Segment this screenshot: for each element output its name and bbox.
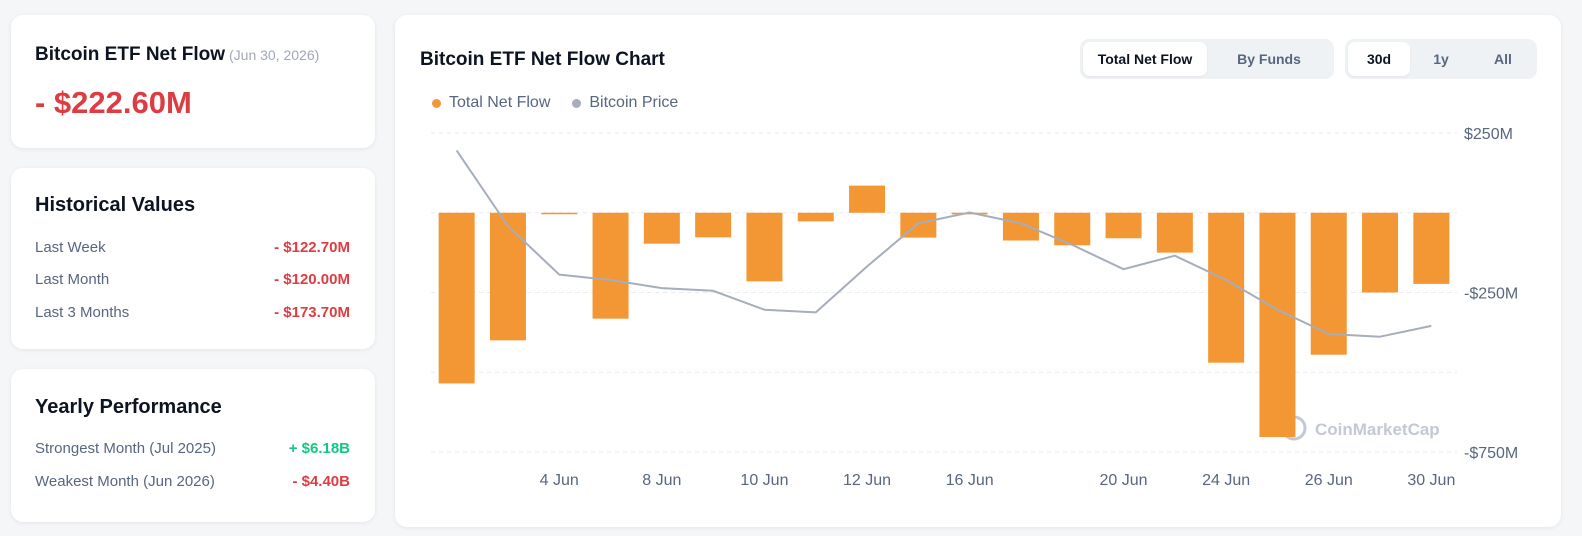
chart-title: Bitcoin ETF Net Flow Chart xyxy=(420,49,665,70)
historical-row-value: - $122.70M xyxy=(274,239,350,256)
net-flow-chart: $250M -$250M -$750M CoinMarketCap 4 Jun 8 Jun… xyxy=(431,126,1518,489)
historical-row-label: Last Month xyxy=(35,271,110,288)
net-flow-chart-card: Bitcoin ETF Net Flow Chart Total Net Flo… xyxy=(395,15,1561,527)
legend-item-bitcoin-price[interactable]: Bitcoin Price xyxy=(572,94,678,112)
x-tick-label: 26 Jun xyxy=(1305,472,1353,489)
net-flow-bar xyxy=(1259,212,1296,438)
yearly-row-label-text: Strongest Month xyxy=(35,440,146,457)
x-tick-label: 8 Jun xyxy=(642,472,681,489)
yearly-row-period: (Jun 2026) xyxy=(143,473,215,490)
historical-row-label: Last Week xyxy=(35,239,106,256)
net-flow-title-text: Bitcoin ETF Net Flow xyxy=(35,44,225,65)
net-flow-bar xyxy=(541,212,578,215)
net-flow-bar xyxy=(592,212,629,319)
net-flow-bar xyxy=(797,212,834,222)
net-flow-bar xyxy=(643,212,680,244)
legend-label-bitcoin-price: Bitcoin Price xyxy=(589,94,679,111)
bitcoin-price-line xyxy=(455,149,1432,338)
net-flow-bar xyxy=(1413,212,1450,284)
net-flow-bar xyxy=(849,185,886,213)
yearly-row-value: - $4.40B xyxy=(292,473,350,490)
tab-total-net-flow[interactable]: Total Net Flow xyxy=(1083,42,1207,76)
net-flow-bar xyxy=(695,212,732,238)
range-toggle: 30d 1y All xyxy=(1345,39,1537,79)
view-toggle: Total Net Flow By Funds xyxy=(1080,39,1334,79)
x-tick-label: 30 Jun xyxy=(1407,472,1455,489)
historical-row: Last 3 Months - $173.70M xyxy=(35,304,350,321)
historical-row: Last Month - $120.00M xyxy=(35,271,350,288)
historical-row-value: - $120.00M xyxy=(274,271,350,288)
tab-range-1y[interactable]: 1y xyxy=(1433,51,1449,67)
net-flow-bar xyxy=(1002,212,1039,241)
x-tick-label: 16 Jun xyxy=(946,472,994,489)
net-flow-bar xyxy=(438,212,475,384)
tab-range-all[interactable]: All xyxy=(1494,51,1512,67)
chart-legend: Total Net Flow Bitcoin Price xyxy=(432,94,700,112)
net-flow-title: Bitcoin ETF Net Flow (Jun 30, 2026) xyxy=(35,44,319,66)
net-flow-bar xyxy=(1362,212,1399,293)
x-tick-label: 4 Jun xyxy=(540,472,579,489)
legend-dot-net-flow xyxy=(432,98,441,108)
watermark-text: CoinMarketCap xyxy=(1315,420,1440,439)
historical-row-value: - $173.70M xyxy=(274,304,350,321)
tab-by-funds[interactable]: By Funds xyxy=(1237,51,1301,67)
yearly-row: Strongest Month (Jul 2025) + $6.18B xyxy=(35,440,350,457)
x-tick-label: 20 Jun xyxy=(1100,472,1148,489)
historical-values-card: Historical Values Last Week - $122.70M L… xyxy=(11,168,375,349)
yearly-row-period: (Jul 2025) xyxy=(149,440,216,457)
yearly-row: Weakest Month (Jun 2026) - $4.40B xyxy=(35,473,350,490)
y-tick-label: -$750M xyxy=(1464,445,1518,462)
net-flow-bar xyxy=(1156,212,1193,253)
historical-row: Last Week - $122.70M xyxy=(35,239,350,256)
yearly-performance-card: Yearly Performance Strongest Month (Jul … xyxy=(11,369,375,522)
yearly-row-label-text: Weakest Month xyxy=(35,473,139,490)
watermark: CoinMarketCap xyxy=(1281,415,1440,441)
net-flow-value: - $222.60M xyxy=(35,85,192,120)
tab-range-30d[interactable]: 30d xyxy=(1348,42,1410,76)
net-flow-bar xyxy=(951,212,988,215)
x-tick-label: 12 Jun xyxy=(843,472,891,489)
net-flow-bar xyxy=(1310,212,1347,355)
net-flow-summary-card: Bitcoin ETF Net Flow (Jun 30, 2026) - $22… xyxy=(11,15,375,148)
x-tick-label: 24 Jun xyxy=(1202,472,1250,489)
net-flow-bar xyxy=(746,212,783,282)
historical-row-label: Last 3 Months xyxy=(35,304,130,321)
legend-dot-bitcoin-price xyxy=(572,98,582,108)
net-flow-bar xyxy=(1105,212,1142,239)
net-flow-bar xyxy=(489,212,526,341)
net-flow-date: (Jun 30, 2026) xyxy=(229,47,320,63)
yearly-performance-title: Yearly Performance xyxy=(35,396,222,418)
y-tick-label: -$250M xyxy=(1464,286,1518,303)
x-tick-label: 10 Jun xyxy=(740,472,788,489)
yearly-row-value: + $6.18B xyxy=(288,440,350,457)
yearly-row-label: Weakest Month (Jun 2026) xyxy=(35,473,215,490)
legend-item-net-flow[interactable]: Total Net Flow xyxy=(432,94,550,112)
yearly-row-label: Strongest Month (Jul 2025) xyxy=(35,440,216,457)
historical-values-title: Historical Values xyxy=(35,194,196,216)
y-tick-label: $250M xyxy=(1464,126,1513,143)
legend-label-net-flow: Total Net Flow xyxy=(449,94,551,111)
